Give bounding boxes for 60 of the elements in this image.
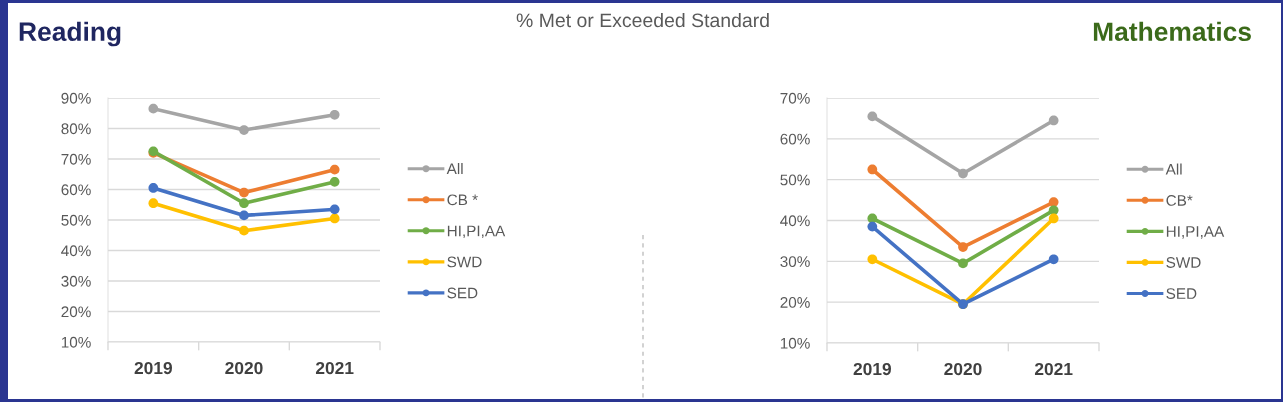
point: [329, 164, 340, 175]
y-tick-label: 40%: [61, 245, 91, 257]
point: [958, 242, 968, 252]
legend-label: All: [446, 162, 463, 175]
point: [329, 213, 340, 224]
legend-label: CB *: [447, 194, 478, 206]
legend-label: SED: [447, 287, 478, 299]
point: [239, 125, 249, 135]
y-tick-label: 70%: [780, 92, 810, 104]
point: [239, 225, 249, 236]
y-tick-label: 50%: [61, 214, 91, 226]
legend-label: SWD: [447, 256, 482, 268]
point: [329, 204, 340, 215]
point: [1048, 197, 1059, 207]
legend-label: SWD: [1166, 257, 1201, 268]
y-tick-label: 30%: [780, 256, 810, 268]
x-tick-label: 2019: [853, 362, 891, 376]
text: Mathematics: [1093, 21, 1251, 42]
x-tick-label: 2021: [315, 361, 354, 375]
point: [148, 103, 159, 114]
legend-label: SED: [1166, 288, 1197, 299]
point: [867, 111, 878, 122]
point: [1048, 205, 1059, 216]
legend-label: CB*: [1166, 194, 1193, 206]
y-tick-label: 40%: [780, 215, 810, 227]
point: [1048, 115, 1059, 126]
chart-title: Reading: [19, 21, 121, 47]
legend-label: HI,PI,AA: [1166, 226, 1225, 239]
point: [329, 109, 340, 120]
y-tick-label: 60%: [780, 133, 810, 145]
legend-label: All: [1165, 163, 1182, 175]
point: [958, 168, 968, 179]
point: [867, 254, 878, 265]
y-tick-label: 10%: [61, 336, 91, 348]
y-tick-label: 20%: [780, 297, 810, 308]
y-tick-label: 20%: [61, 306, 91, 318]
point: [239, 198, 249, 209]
point: [329, 177, 340, 187]
y-tick-label: 10%: [780, 337, 810, 349]
y-tick-label: 50%: [780, 174, 810, 186]
point: [958, 258, 968, 269]
y-tick-label: 80%: [61, 123, 91, 135]
y-tick-label: 60%: [61, 184, 91, 196]
point: [867, 164, 878, 175]
x-tick-label: 2019: [134, 361, 172, 375]
point: [867, 221, 878, 232]
y-tick-label: 30%: [61, 275, 91, 287]
text: % Met or Exceeded Standard: [516, 12, 769, 28]
y-tick-label: 70%: [61, 153, 91, 165]
point: [1048, 254, 1059, 265]
y-tick-label: 90%: [61, 92, 91, 104]
x-tick-label: 2021: [1034, 362, 1073, 376]
point: [148, 183, 159, 193]
point: [239, 210, 249, 221]
point: [239, 187, 249, 198]
legend-label: HI,PI,AA: [447, 225, 506, 239]
point: [1048, 213, 1059, 224]
x-tick-label: 2020: [944, 362, 982, 376]
point: [148, 198, 159, 209]
x-tick-label: 2020: [225, 361, 263, 375]
